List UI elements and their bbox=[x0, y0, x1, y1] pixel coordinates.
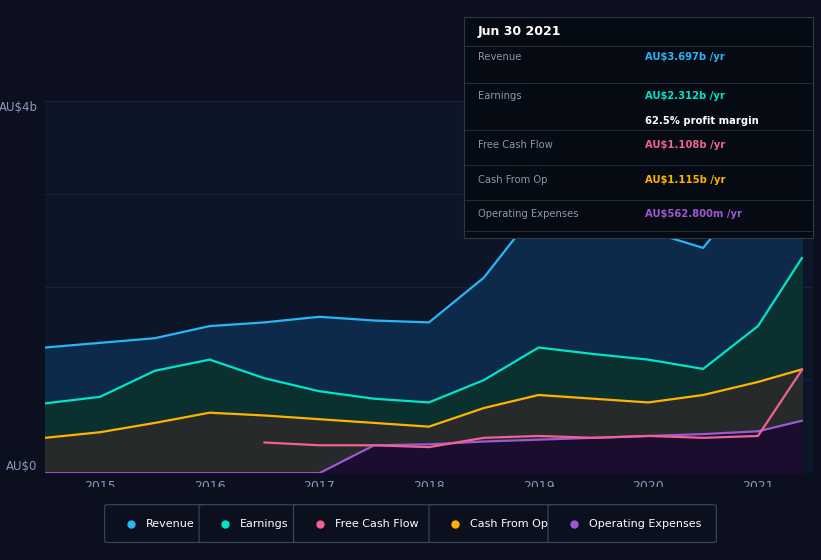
Text: AU$0: AU$0 bbox=[6, 460, 38, 473]
Text: AU$4b: AU$4b bbox=[0, 101, 38, 114]
FancyBboxPatch shape bbox=[199, 505, 301, 543]
Text: AU$562.800m /yr: AU$562.800m /yr bbox=[645, 209, 742, 220]
FancyBboxPatch shape bbox=[294, 505, 438, 543]
Text: Free Cash Flow: Free Cash Flow bbox=[478, 139, 553, 150]
Text: Earnings: Earnings bbox=[240, 519, 289, 529]
Text: Revenue: Revenue bbox=[145, 519, 195, 529]
Text: Cash From Op: Cash From Op bbox=[478, 175, 548, 185]
Text: Operating Expenses: Operating Expenses bbox=[589, 519, 701, 529]
Text: 62.5% profit margin: 62.5% profit margin bbox=[645, 116, 759, 127]
Text: AU$1.115b /yr: AU$1.115b /yr bbox=[645, 175, 726, 185]
Text: Earnings: Earnings bbox=[478, 91, 521, 101]
Text: Jun 30 2021: Jun 30 2021 bbox=[478, 25, 562, 38]
FancyBboxPatch shape bbox=[104, 505, 207, 543]
Text: AU$1.108b /yr: AU$1.108b /yr bbox=[645, 139, 726, 150]
Text: Revenue: Revenue bbox=[478, 52, 521, 62]
FancyBboxPatch shape bbox=[548, 505, 716, 543]
Text: Operating Expenses: Operating Expenses bbox=[478, 209, 578, 220]
Text: AU$3.697b /yr: AU$3.697b /yr bbox=[645, 52, 725, 62]
FancyBboxPatch shape bbox=[429, 505, 557, 543]
Text: Free Cash Flow: Free Cash Flow bbox=[335, 519, 418, 529]
Text: AU$2.312b /yr: AU$2.312b /yr bbox=[645, 91, 725, 101]
Text: Cash From Op: Cash From Op bbox=[470, 519, 548, 529]
